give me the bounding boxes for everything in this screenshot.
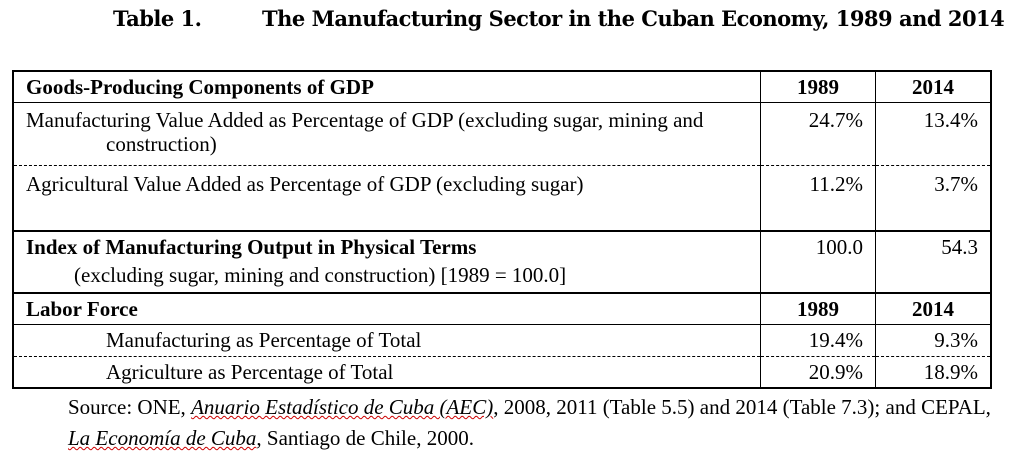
header-cell: 1989 xyxy=(760,71,876,103)
source-title: Anuario Estadístico de Cuba (AEC) xyxy=(191,395,494,419)
row-label: Manufacturing Value Added as Percentage … xyxy=(12,102,761,166)
index-row: Index of Manufacturing Output in Physica… xyxy=(12,229,992,293)
cell: 11.2% xyxy=(760,165,876,231)
row-label: Agricultural Value Added as Percentage o… xyxy=(12,165,761,231)
row-label: Manufacturing as Percentage of Total xyxy=(12,324,761,357)
header-cell: Goods-Producing Components of GDP xyxy=(12,71,761,103)
table-label: Table 1. xyxy=(113,6,202,31)
header-cell: 2014 xyxy=(875,291,992,325)
cell: 100.0 xyxy=(760,229,876,293)
source-title: La Economía de Cuba xyxy=(68,426,257,450)
header-cell: 2014 xyxy=(875,71,992,103)
header-cell: 1989 xyxy=(760,291,876,325)
cell: 18.9% xyxy=(875,356,992,388)
cell: 13.4% xyxy=(875,102,992,166)
cell: 24.7% xyxy=(760,102,876,166)
header-cell: Labor Force xyxy=(12,291,761,325)
cell: 20.9% xyxy=(760,356,876,388)
cell: 54.3 xyxy=(875,229,992,293)
row: Agriculture as Percentage of Total 20.9%… xyxy=(12,356,992,388)
cell: 3.7% xyxy=(875,165,992,231)
source-text: , 2008, 2011 (Table 5.5) and 2014 (Table… xyxy=(493,395,991,419)
header-row: Labor Force 1989 2014 xyxy=(12,291,992,325)
table-title: The Manufacturing Sector in the Cuban Ec… xyxy=(262,6,1005,31)
source-text: Source: ONE, xyxy=(68,395,192,419)
row-label: Agriculture as Percentage of Total xyxy=(12,356,761,388)
row: Manufacturing as Percentage of Total 19.… xyxy=(12,324,992,357)
row-label: Index of Manufacturing Output in Physica… xyxy=(12,229,761,293)
table: Goods-Producing Components of GDP 1989 2… xyxy=(12,70,992,389)
index-label: Index of Manufacturing Output in Physica… xyxy=(26,234,477,259)
source-text: , Santiago de Chile, 2000. xyxy=(256,426,474,450)
row: Manufacturing Value Added as Percentage … xyxy=(12,102,992,166)
row: Agricultural Value Added as Percentage o… xyxy=(12,165,992,231)
index-detail: (excluding sugar, mining and constructio… xyxy=(74,262,567,287)
cell: 9.3% xyxy=(875,324,992,357)
header-row: Goods-Producing Components of GDP 1989 2… xyxy=(12,71,992,103)
cell: 19.4% xyxy=(760,324,876,357)
source-note: Source: ONE, Anuario Estadístico de Cuba… xyxy=(68,392,1013,454)
